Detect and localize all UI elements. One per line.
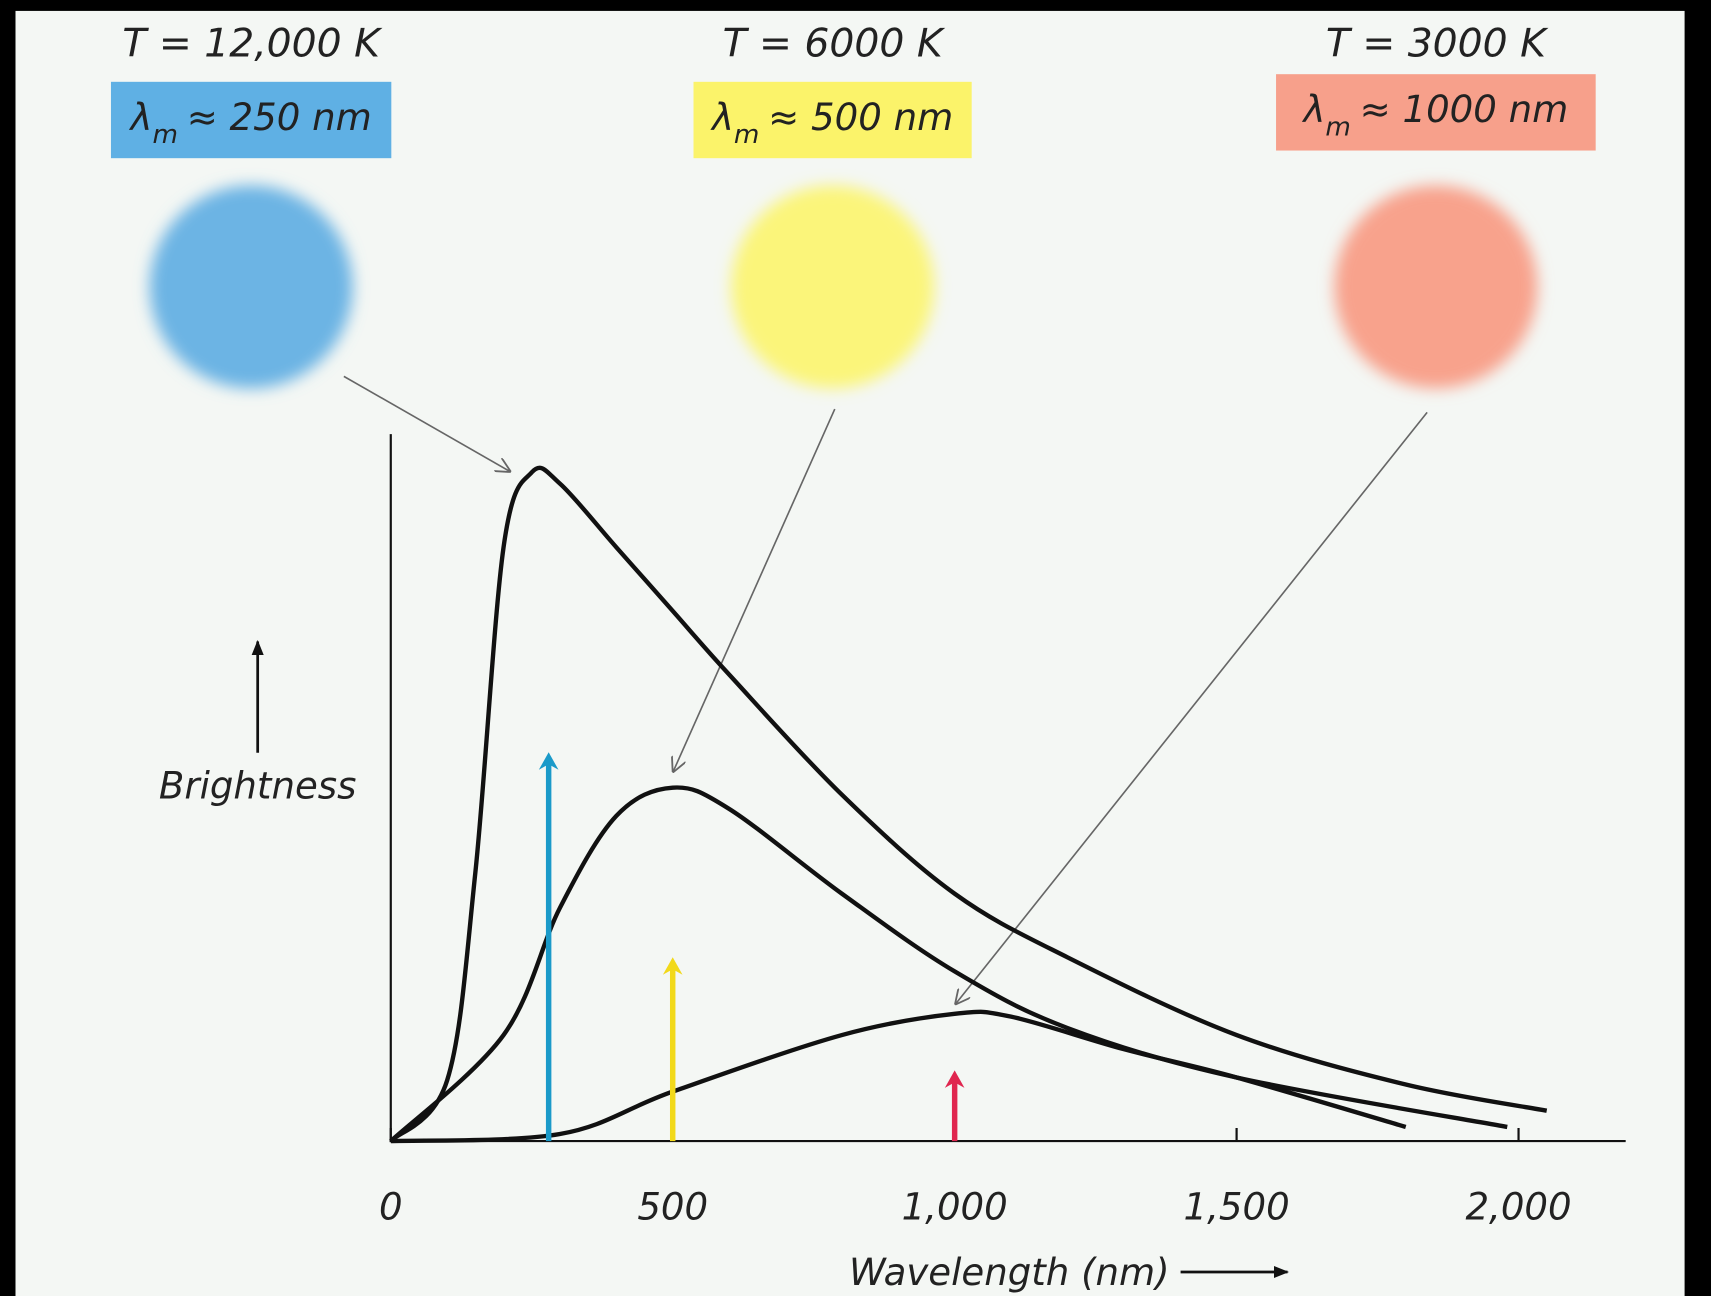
page: {"chart_data": { "type": "line", "ylabel… <box>0 0 1711 1296</box>
y-axis-label: Brightness <box>159 765 357 808</box>
x-tick-label: 500 <box>637 1186 708 1229</box>
subscript: m <box>152 120 178 150</box>
panel-title: T = 3000 K <box>1326 22 1549 67</box>
subscript: m <box>734 120 760 150</box>
peak-text: ≈ 500 nm <box>768 96 953 139</box>
star-disc <box>1334 185 1537 388</box>
subscript: m <box>1325 112 1351 142</box>
star-disc <box>731 185 934 388</box>
x-tick-label: 0 <box>379 1186 403 1229</box>
peak-text: ≈ 250 nm <box>187 96 372 139</box>
x-tick-label: 1,000 <box>902 1186 1008 1229</box>
star-disc <box>150 185 353 388</box>
panel-title: T = 6000 K <box>723 22 946 67</box>
lambda: λ <box>129 96 153 139</box>
x-tick-label: 2,000 <box>1465 1186 1571 1229</box>
x-tick-label: 1,500 <box>1184 1186 1290 1229</box>
lambda: λ <box>710 96 734 139</box>
lambda: λ <box>1301 88 1325 131</box>
peak-text: ≈ 1000 nm <box>1360 88 1569 131</box>
chart: Brightness Wavelength (nm) T = 12,000 K λ… <box>0 0 1711 1296</box>
x-axis-label: Wavelength (nm) <box>849 1251 1170 1294</box>
panel-title: T = 12,000 K <box>122 22 383 67</box>
